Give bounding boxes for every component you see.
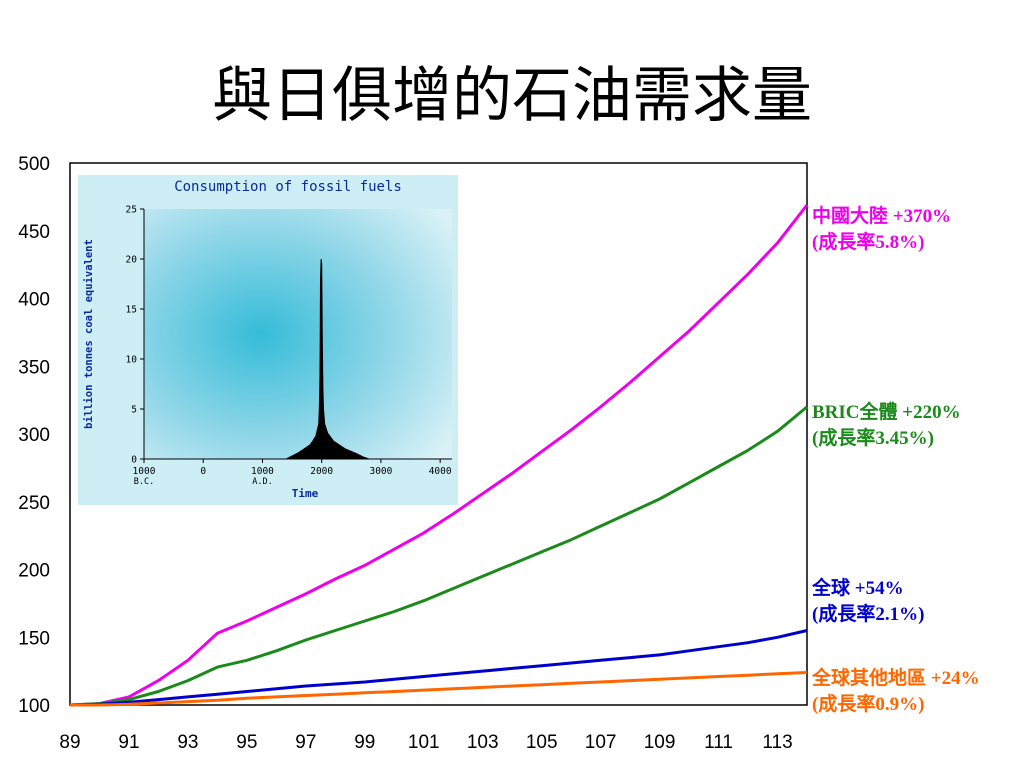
y-tick-label: 350 bbox=[18, 357, 50, 378]
y-tick-label: 300 bbox=[18, 425, 50, 446]
y-tick-label: 150 bbox=[18, 628, 50, 649]
inset-x-tick-label: 3000 bbox=[369, 466, 392, 477]
series-annotation-rest-of-world: 全球其他地區 +24% (成長率0.9%) bbox=[812, 666, 980, 718]
series-annotation-bric: BRIC全體 +220% (成長率3.45%) bbox=[812, 400, 961, 452]
inset-y-tick-label: 5 bbox=[131, 405, 137, 416]
series-growth-rate: (成長率5.8%) bbox=[812, 232, 925, 253]
series-growth-rate: (成長率3.45%) bbox=[812, 428, 934, 449]
x-tick-label: 113 bbox=[762, 732, 792, 753]
inset-y-label: billion tonnes coal equivalent bbox=[83, 239, 95, 429]
inset-x-tick-label: 1000 bbox=[133, 466, 156, 477]
x-tick-label: 89 bbox=[59, 732, 80, 753]
inset-x-tick-label: 1000 bbox=[251, 466, 274, 477]
line-bric bbox=[69, 405, 808, 707]
inset-x-tick-label: 4000 bbox=[429, 466, 452, 477]
inset-x-tick-label: 2000 bbox=[310, 466, 333, 477]
inset-x-label: Time bbox=[292, 487, 319, 500]
page-title: 與日俱增的石油需求量 bbox=[212, 61, 812, 131]
inset-x-tick-era: A.D. bbox=[252, 477, 272, 487]
y-tick-label: 250 bbox=[18, 493, 50, 514]
x-tick-label: 105 bbox=[526, 732, 558, 753]
x-tick-label: 97 bbox=[295, 732, 316, 753]
inset-plot-area bbox=[144, 209, 452, 459]
x-tick-label: 111 bbox=[704, 732, 733, 753]
x-tick-label: 101 bbox=[408, 732, 440, 753]
line-china bbox=[69, 204, 809, 707]
x-tick-label: 103 bbox=[467, 732, 499, 753]
plot-frame bbox=[69, 162, 808, 706]
inset-title: Consumption of fossil fuels bbox=[174, 179, 402, 195]
x-tick-label: 109 bbox=[644, 732, 676, 753]
inset-y-tick-label: 15 bbox=[126, 305, 137, 316]
x-tick-label: 93 bbox=[177, 732, 198, 753]
y-tick-label: 450 bbox=[18, 222, 50, 243]
series-label: 中國大陸 +370% bbox=[812, 206, 952, 227]
series-annotation-world: 全球 +54% (成長率2.1%) bbox=[812, 576, 924, 628]
y-tick-label: 400 bbox=[18, 290, 50, 311]
line-world bbox=[69, 629, 808, 707]
inset-fossil-fuel-chart: Consumption of fossil fuels billion tonn… bbox=[78, 175, 458, 505]
fossil-fuel-area bbox=[144, 258, 452, 460]
inset-y-tick-label: 10 bbox=[126, 355, 138, 366]
y-tick-label: 500 bbox=[18, 154, 50, 175]
inset-y-tick-label: 25 bbox=[126, 205, 137, 216]
series-annotation-china: 中國大陸 +370% (成長率5.8%) bbox=[812, 204, 951, 256]
series-label: BRIC全體 +220% bbox=[812, 402, 961, 423]
series-label: 全球其他地區 +24% bbox=[812, 668, 980, 689]
inset-y-tick-label: 20 bbox=[126, 255, 138, 266]
series-growth-rate: (成長率0.9%) bbox=[812, 694, 925, 715]
x-tick-label: 95 bbox=[236, 732, 257, 753]
x-tick-label: 99 bbox=[354, 732, 375, 753]
inset-x-tick-label: 0 bbox=[200, 466, 206, 477]
line-rest-of-world bbox=[70, 671, 808, 707]
inset-x-tick-era: B.C. bbox=[134, 477, 154, 487]
inset-y-tick-label: 0 bbox=[131, 455, 137, 466]
series-growth-rate: (成長率2.1%) bbox=[812, 604, 925, 625]
y-tick-label: 100 bbox=[18, 696, 50, 717]
y-tick-label: 200 bbox=[18, 561, 50, 582]
x-tick-label: 91 bbox=[118, 732, 139, 753]
x-tick-label: 107 bbox=[585, 732, 617, 753]
series-label: 全球 +54% bbox=[812, 578, 904, 599]
